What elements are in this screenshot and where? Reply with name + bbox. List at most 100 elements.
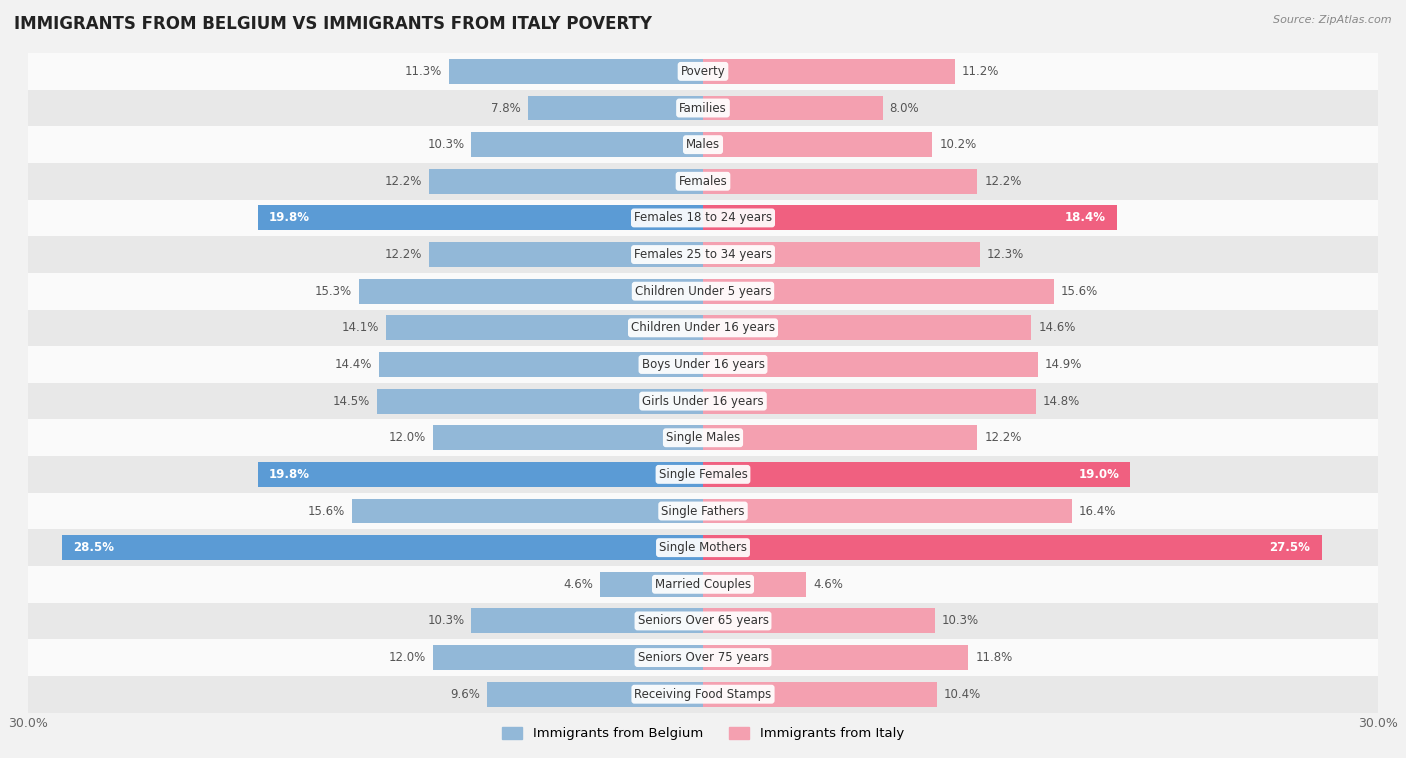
Bar — [471, 132, 703, 157]
Bar — [703, 609, 935, 634]
Bar — [28, 346, 1378, 383]
Bar — [703, 96, 883, 121]
Bar — [429, 169, 703, 194]
Bar — [449, 59, 703, 84]
Text: 10.3%: 10.3% — [427, 138, 464, 151]
Bar — [28, 676, 1378, 713]
Text: 12.0%: 12.0% — [389, 651, 426, 664]
Bar — [703, 681, 936, 706]
Bar — [28, 273, 1378, 309]
Text: Females: Females — [679, 175, 727, 188]
Text: 19.0%: 19.0% — [1078, 468, 1119, 481]
Text: 15.6%: 15.6% — [308, 505, 346, 518]
Bar — [352, 499, 703, 524]
Text: Children Under 16 years: Children Under 16 years — [631, 321, 775, 334]
Text: Receiving Food Stamps: Receiving Food Stamps — [634, 688, 772, 700]
Bar — [433, 645, 703, 670]
Bar — [28, 456, 1378, 493]
Text: 27.5%: 27.5% — [1270, 541, 1310, 554]
Bar — [257, 462, 703, 487]
Bar — [385, 315, 703, 340]
Text: 15.6%: 15.6% — [1060, 285, 1098, 298]
Bar — [28, 163, 1378, 199]
Bar — [28, 639, 1378, 676]
Bar — [380, 352, 703, 377]
Text: 10.3%: 10.3% — [427, 615, 464, 628]
Text: Seniors Over 65 years: Seniors Over 65 years — [637, 615, 769, 628]
Bar — [429, 242, 703, 267]
Bar — [703, 425, 977, 450]
Text: 14.9%: 14.9% — [1045, 358, 1083, 371]
Text: Females 18 to 24 years: Females 18 to 24 years — [634, 211, 772, 224]
Text: Single Males: Single Males — [666, 431, 740, 444]
Text: Families: Families — [679, 102, 727, 114]
Bar — [28, 566, 1378, 603]
Text: Children Under 5 years: Children Under 5 years — [634, 285, 772, 298]
Bar — [28, 603, 1378, 639]
Text: 11.3%: 11.3% — [405, 65, 441, 78]
Text: 14.4%: 14.4% — [335, 358, 373, 371]
Bar — [28, 419, 1378, 456]
Bar — [28, 493, 1378, 529]
Bar — [28, 529, 1378, 566]
Text: Single Fathers: Single Fathers — [661, 505, 745, 518]
Bar — [433, 425, 703, 450]
Bar — [28, 89, 1378, 127]
Text: 12.2%: 12.2% — [384, 175, 422, 188]
Bar — [703, 535, 1322, 560]
Bar — [359, 279, 703, 304]
Bar — [471, 609, 703, 634]
Text: 11.8%: 11.8% — [976, 651, 1012, 664]
Text: 4.6%: 4.6% — [562, 578, 593, 590]
Text: 12.0%: 12.0% — [389, 431, 426, 444]
Text: Single Females: Single Females — [658, 468, 748, 481]
Bar — [28, 199, 1378, 236]
Text: Girls Under 16 years: Girls Under 16 years — [643, 395, 763, 408]
Text: 12.2%: 12.2% — [984, 431, 1022, 444]
Bar — [703, 462, 1130, 487]
Bar — [527, 96, 703, 121]
Text: 28.5%: 28.5% — [73, 541, 114, 554]
Bar — [703, 279, 1054, 304]
Text: Boys Under 16 years: Boys Under 16 years — [641, 358, 765, 371]
Bar — [703, 352, 1038, 377]
Text: 10.3%: 10.3% — [942, 615, 979, 628]
Bar — [28, 53, 1378, 89]
Bar — [28, 383, 1378, 419]
Text: Source: ZipAtlas.com: Source: ZipAtlas.com — [1274, 15, 1392, 25]
Bar — [599, 572, 703, 597]
Text: Seniors Over 75 years: Seniors Over 75 years — [637, 651, 769, 664]
Bar — [703, 59, 955, 84]
Text: 15.3%: 15.3% — [315, 285, 352, 298]
Bar — [703, 205, 1116, 230]
Bar — [28, 309, 1378, 346]
Text: 14.6%: 14.6% — [1038, 321, 1076, 334]
Bar — [703, 132, 932, 157]
Text: 9.6%: 9.6% — [450, 688, 481, 700]
Bar — [377, 389, 703, 414]
Text: Married Couples: Married Couples — [655, 578, 751, 590]
Bar — [703, 242, 980, 267]
Text: Poverty: Poverty — [681, 65, 725, 78]
Text: 18.4%: 18.4% — [1064, 211, 1105, 224]
Bar — [703, 389, 1036, 414]
Text: 4.6%: 4.6% — [813, 578, 844, 590]
Text: 14.5%: 14.5% — [333, 395, 370, 408]
Legend: Immigrants from Belgium, Immigrants from Italy: Immigrants from Belgium, Immigrants from… — [496, 722, 910, 745]
Bar — [28, 127, 1378, 163]
Text: 19.8%: 19.8% — [269, 211, 309, 224]
Text: Single Mothers: Single Mothers — [659, 541, 747, 554]
Text: 12.2%: 12.2% — [384, 248, 422, 261]
Text: 16.4%: 16.4% — [1078, 505, 1116, 518]
Text: 10.2%: 10.2% — [939, 138, 976, 151]
Bar — [703, 315, 1032, 340]
Text: 7.8%: 7.8% — [491, 102, 520, 114]
Text: Females 25 to 34 years: Females 25 to 34 years — [634, 248, 772, 261]
Text: 19.8%: 19.8% — [269, 468, 309, 481]
Text: 12.3%: 12.3% — [987, 248, 1024, 261]
Bar — [703, 499, 1071, 524]
Bar — [28, 236, 1378, 273]
Bar — [703, 572, 807, 597]
Text: 11.2%: 11.2% — [962, 65, 1000, 78]
Text: 12.2%: 12.2% — [984, 175, 1022, 188]
